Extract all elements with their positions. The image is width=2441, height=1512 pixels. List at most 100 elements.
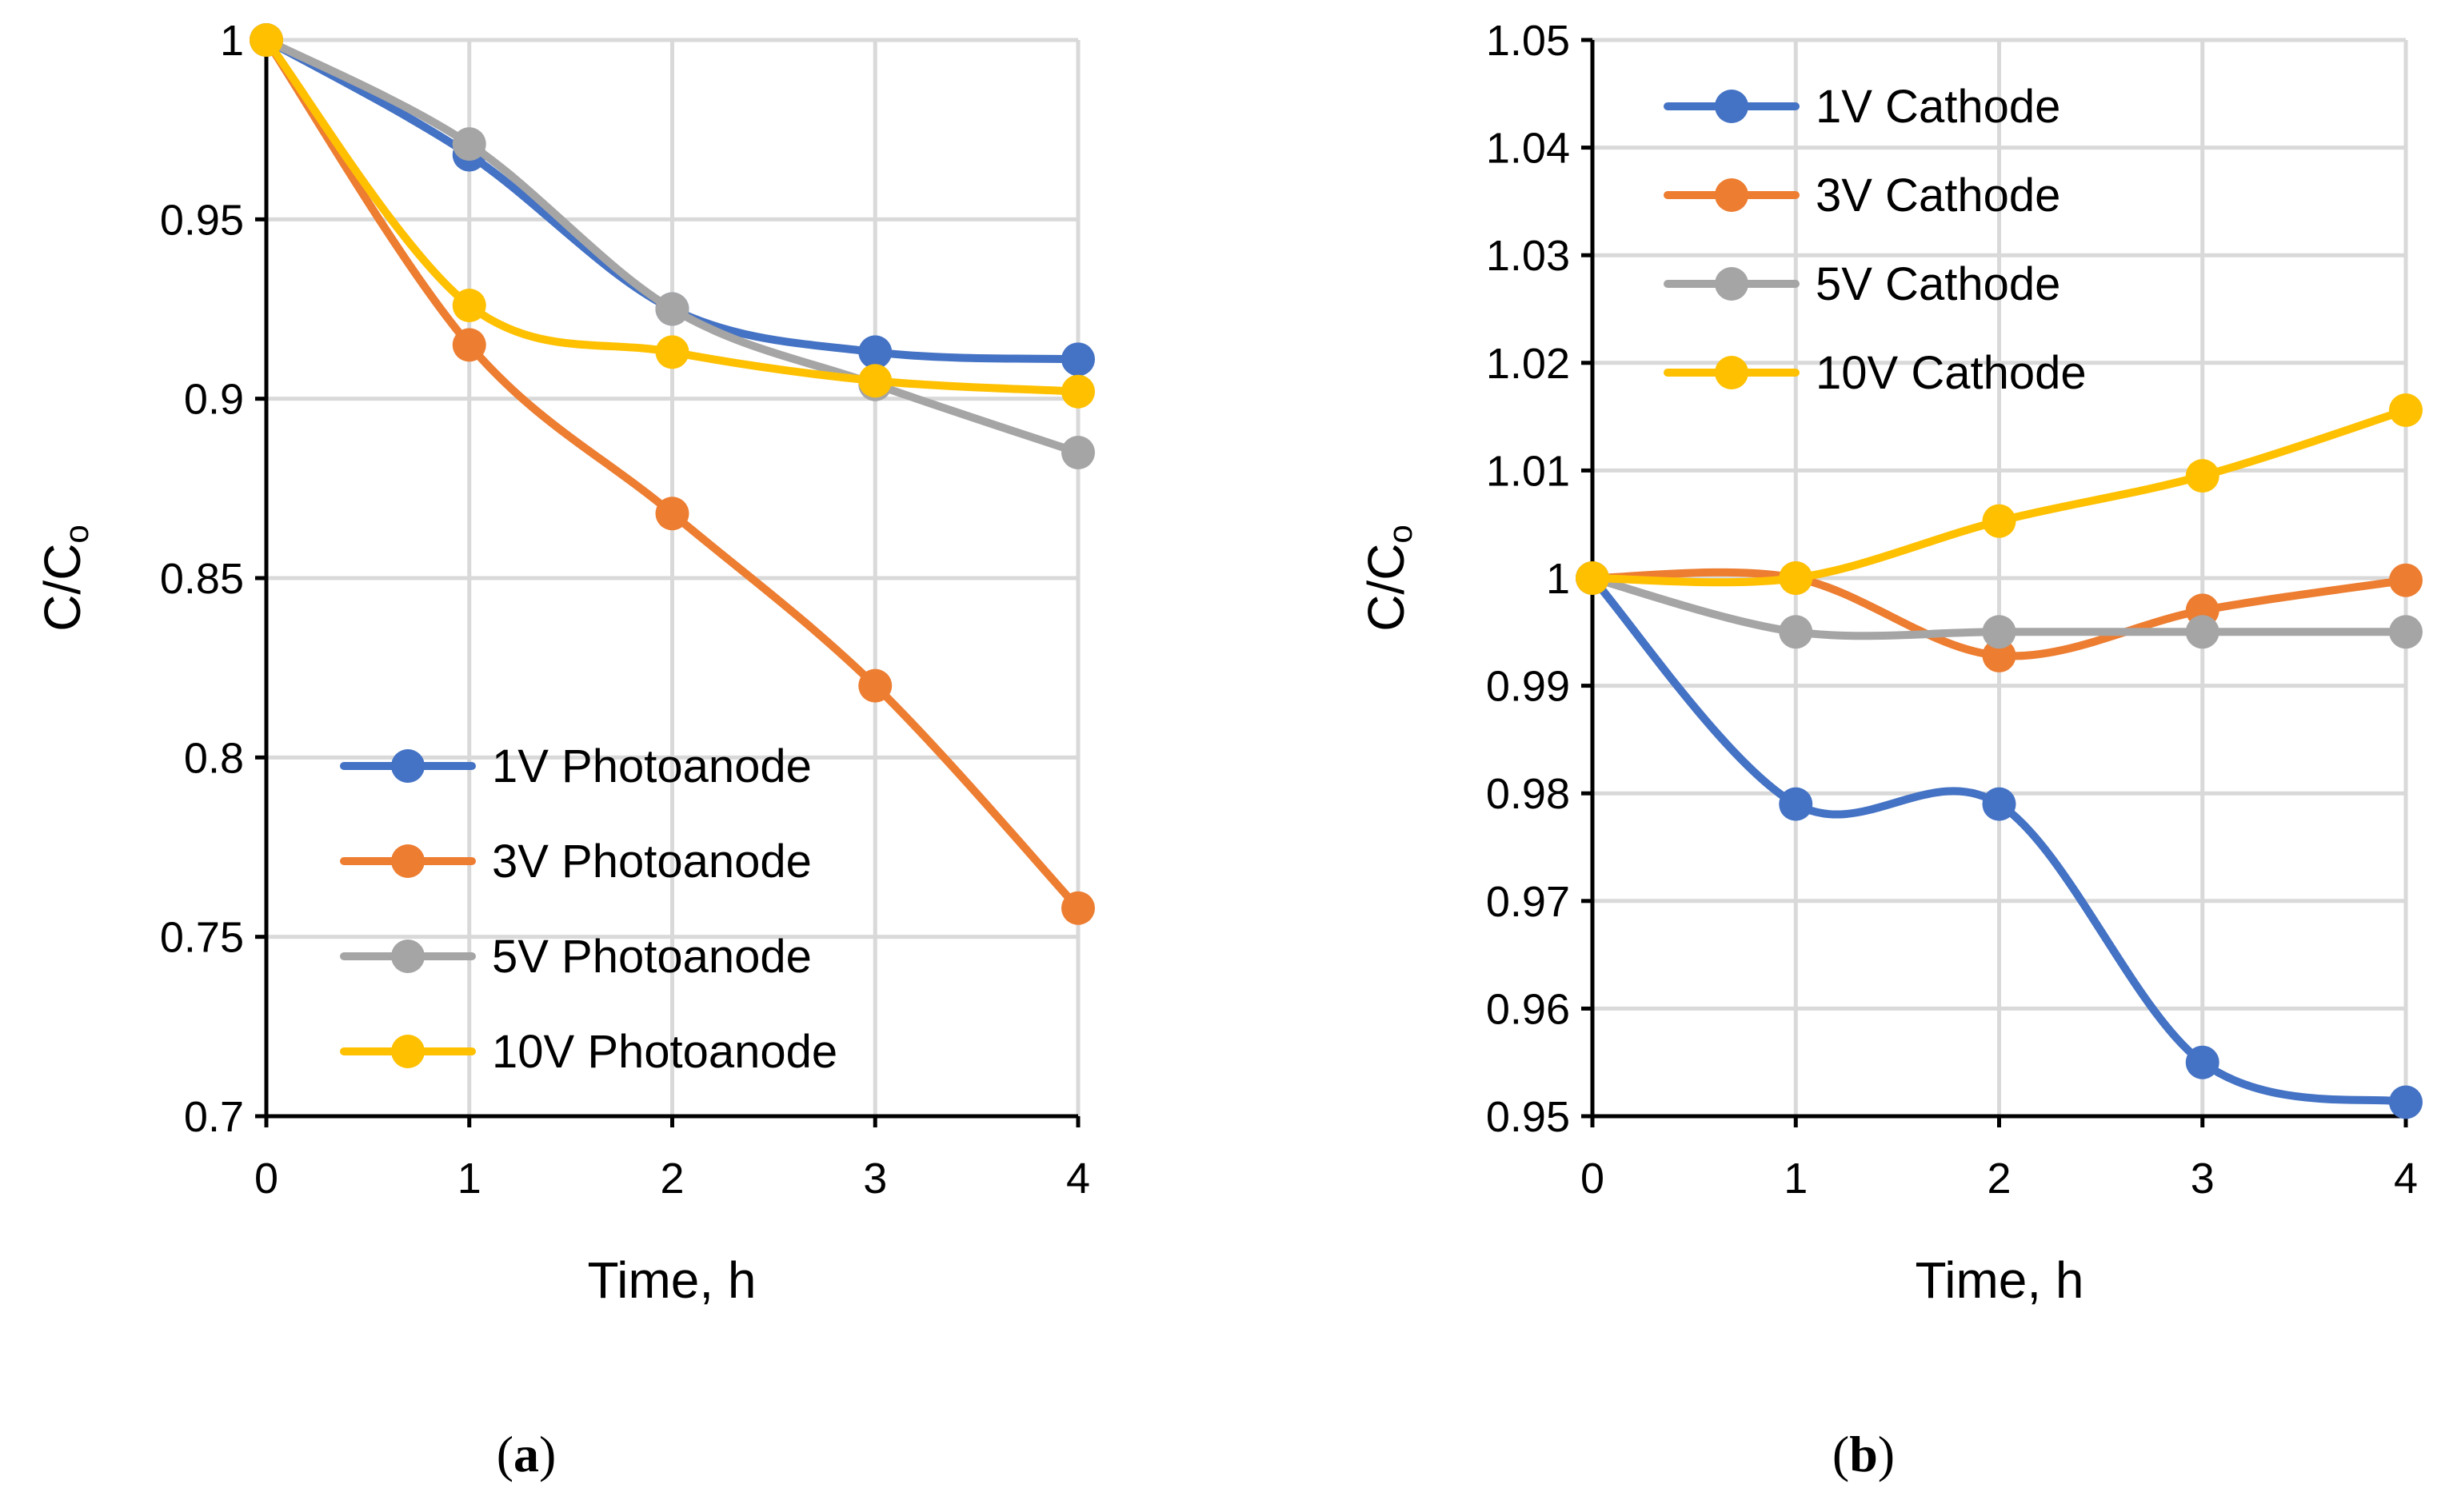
panel-b-caption-close: ) <box>1878 1426 1895 1482</box>
panel-a-caption-close: ) <box>539 1426 556 1482</box>
panel-b-ytick-label-10: 1.05 <box>1486 17 1570 65</box>
panel-a-xtick-label-1: 1 <box>457 1155 481 1203</box>
panel-b-caption-open: ( <box>1832 1426 1849 1482</box>
panel-a-legend-item-2: 5V Photoanode <box>340 931 812 983</box>
panel-b-ytick-label-6: 1.01 <box>1486 447 1570 495</box>
panel-b-legend-marker-1 <box>1715 178 1748 212</box>
panel-a-y-axis-title-main: C/C <box>34 544 91 632</box>
panel-a-xtick-label-3: 3 <box>863 1155 887 1203</box>
panel-b-series-3-point-4 <box>2389 393 2423 428</box>
panel-a-legend-label-1: 3V Photoanode <box>492 836 812 888</box>
panel-a-ytick-label-0: 0.7 <box>184 1093 244 1141</box>
panel-b-series-3-point-2 <box>1982 504 2016 538</box>
panel-a-legend-label-3: 10V Photoanode <box>492 1026 837 1078</box>
panel-a-ytick-label-4: 0.9 <box>184 376 244 424</box>
panel-a-legend-item-3: 10V Photoanode <box>340 1026 837 1078</box>
panel-a-xtick-label-4: 4 <box>1066 1155 1090 1203</box>
panel-a-ytick-label-5: 0.95 <box>160 196 244 244</box>
panel-a-legend-item-0: 1V Photoanode <box>340 740 812 792</box>
panel-b-series-1-point-2 <box>1982 638 2016 672</box>
panel-a-xtick-label-0: 0 <box>254 1155 278 1203</box>
panel-a-legend-marker-3 <box>391 1035 425 1068</box>
panel-a-series-1-point-1 <box>452 328 486 362</box>
panel-b-series-3-point-0 <box>1576 561 1609 595</box>
panel-b-xtick-label-1: 1 <box>1784 1155 1808 1203</box>
panel-a-y-axis-title: C/Co <box>34 525 95 632</box>
panel-a-ytick-label-3: 0.85 <box>160 555 244 603</box>
panel-b-series-0-point-3 <box>2185 1045 2219 1079</box>
panel-b-series-2-point-3 <box>2185 615 2219 649</box>
panel-a-legend-item-1: 3V Photoanode <box>340 836 812 888</box>
panel-b-xtick-label-2: 2 <box>1987 1155 2011 1203</box>
panel-b: 0.95 0.96 0.97 0.98 0.99 1 1.01 1.02 1.03 1.04 1.0… <box>1357 17 2423 1309</box>
panel-b-legend-item-2: 5V Cathode <box>1664 258 2060 310</box>
panel-a-xtick-label-2: 2 <box>660 1155 684 1203</box>
panel-a-series-1-point-4 <box>1061 891 1095 925</box>
panel-b-ytick-label-2: 0.97 <box>1486 878 1570 926</box>
panel-b-ytick-label-1: 0.96 <box>1486 985 1570 1033</box>
panel-b-series-0-point-1 <box>1779 787 1813 821</box>
panel-b-legend-label-2: 5V Cathode <box>1816 258 2060 310</box>
panel-b-xtick-label-4: 4 <box>2394 1155 2418 1203</box>
panel-b-series-1-point-4 <box>2389 563 2423 597</box>
panel-a-ytick-label-6: 1 <box>220 17 244 65</box>
panel-a-legend-marker-2 <box>391 940 425 973</box>
panel-b-series-0-point-2 <box>1982 787 2016 821</box>
panel-a-legend-label-2: 5V Photoanode <box>492 931 812 983</box>
panel-b-xtick-label-0: 0 <box>1580 1155 1604 1203</box>
panel-b-caption: (b) <box>1832 1426 1895 1482</box>
panel-a-series-0-point-4 <box>1061 342 1095 377</box>
panel-b-ytick-label-4: 0.99 <box>1486 663 1570 711</box>
panel-b-series-3-point-1 <box>1779 561 1813 595</box>
panel-a-caption-letter: a <box>513 1426 539 1482</box>
panel-a-caption: (a) <box>497 1426 557 1482</box>
panel-b-y-axis-title: C/Co <box>1357 525 1419 632</box>
panel-a-series-2-point-4 <box>1061 435 1095 469</box>
panel-b-legend: 1V Cathode 3V Cathode 5V Cathode 10V Cathod… <box>1664 81 2087 399</box>
panel-a-series-2-point-1 <box>452 127 486 162</box>
panel-a-y-axis-title-sub: o <box>58 525 95 543</box>
panel-b-ytick-label-0: 0.95 <box>1486 1093 1570 1141</box>
panel-a-series-line-3 <box>262 36 1082 396</box>
panel-a-series-1-point-2 <box>655 497 689 531</box>
panel-a-series-3-point-2 <box>655 335 689 369</box>
panel-b-series-2-point-4 <box>2389 615 2423 649</box>
panel-b-ytick-label-3: 0.98 <box>1486 770 1570 818</box>
panel-a-legend: 1V Photoanode 3V Photoanode 5V Photoanode 1… <box>340 740 837 1078</box>
panel-b-legend-label-0: 1V Cathode <box>1816 81 2060 133</box>
panel-a-series-1-point-3 <box>858 668 893 703</box>
panel-b-legend-label-1: 3V Cathode <box>1816 170 2060 221</box>
panel-b-series-3-point-3 <box>2185 459 2219 493</box>
panel-a-series-3-point-0 <box>250 23 283 57</box>
panel-b-series-2-point-1 <box>1779 615 1813 649</box>
panel-b-x-axis-title: Time, h <box>1916 1251 2084 1309</box>
panel-b-series-3 <box>1576 393 2423 595</box>
panel-a-x-axis-title: Time, h <box>588 1251 757 1309</box>
panel-a-series-3-point-3 <box>858 364 893 398</box>
panel-b-ytick-label-8: 1.03 <box>1486 232 1570 280</box>
panel-a-caption-open: ( <box>497 1426 513 1482</box>
panel-b-y-axis-title-sub: o <box>1381 525 1419 543</box>
panel-a-legend-marker-0 <box>391 749 425 783</box>
panel-a-series-0-point-3 <box>858 335 893 369</box>
panel-a-series-3-point-1 <box>452 289 486 323</box>
panel-b-legend-marker-2 <box>1715 267 1748 301</box>
panel-a-series-1 <box>250 23 1095 925</box>
panel-b-ytick-label-7: 1.02 <box>1486 340 1570 388</box>
panel-a-ytick-label-2: 0.8 <box>184 734 244 782</box>
panel-a-series-2-point-2 <box>655 292 689 326</box>
panel-b-caption-letter: b <box>1849 1426 1878 1482</box>
panel-b-series-0-point-4 <box>2389 1085 2423 1119</box>
panel-b-legend-label-3: 10V Cathode <box>1816 347 2087 399</box>
panel-a-ytick-label-1: 0.75 <box>160 914 244 962</box>
panel-a-series-3 <box>250 23 1095 409</box>
panel-a-legend-marker-1 <box>391 844 425 878</box>
panel-b-series-2-point-2 <box>1982 615 2016 649</box>
panel-b-legend-item-0: 1V Cathode <box>1664 81 2060 133</box>
panel-b-legend-item-1: 3V Cathode <box>1664 170 2060 221</box>
panel-b-ytick-label-5: 1 <box>1546 555 1570 603</box>
panel-a-series-3-point-4 <box>1061 374 1095 409</box>
panel-b-legend-item-3: 10V Cathode <box>1664 347 2087 399</box>
panel-b-xtick-label-3: 3 <box>2191 1155 2215 1203</box>
panel-a: 0.7 0.75 0.8 0.85 0.9 0.95 1 0 1 2 3 4 Time, h C/Co 1V… <box>34 17 1095 1309</box>
